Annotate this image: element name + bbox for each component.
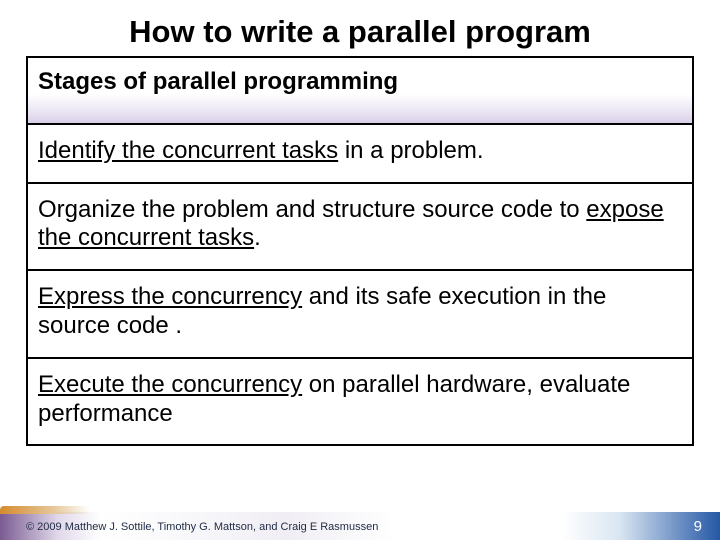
underlined-text: Execute the concurrency xyxy=(38,371,302,398)
table-cell: Identify the concurrent tasks in a probl… xyxy=(27,124,693,183)
table-cell: Execute the concurrency on parallel hard… xyxy=(27,358,693,446)
table-row: Express the concurrency and its safe exe… xyxy=(27,270,693,358)
copyright-text: © 2009 Matthew J. Sottile, Timothy G. Ma… xyxy=(26,521,378,533)
cell-text: . xyxy=(254,224,261,251)
underlined-text: Identify the concurrent tasks xyxy=(38,137,338,164)
table-row: Identify the concurrent tasks in a probl… xyxy=(27,124,693,183)
table-header-cell: Stages of parallel programming xyxy=(27,57,693,124)
table-row: Organize the problem and structure sourc… xyxy=(27,183,693,271)
table-cell: Organize the problem and structure sourc… xyxy=(27,183,693,271)
slide: How to write a parallel program Stages o… xyxy=(0,0,720,540)
footer-accent xyxy=(0,506,90,514)
table-cell: Express the concurrency and its safe exe… xyxy=(27,270,693,358)
table-row: Execute the concurrency on parallel hard… xyxy=(27,358,693,446)
page-number: 9 xyxy=(694,518,702,535)
cell-text: in a problem. xyxy=(338,137,483,164)
slide-title: How to write a parallel program xyxy=(0,0,720,56)
table-header-row: Stages of parallel programming xyxy=(27,57,693,124)
footer: © 2009 Matthew J. Sottile, Timothy G. Ma… xyxy=(0,512,720,540)
cell-text: Organize the problem and structure sourc… xyxy=(38,196,586,223)
stages-table: Stages of parallel programming Identify … xyxy=(26,56,694,446)
underlined-text: Express the concurrency xyxy=(38,283,302,310)
